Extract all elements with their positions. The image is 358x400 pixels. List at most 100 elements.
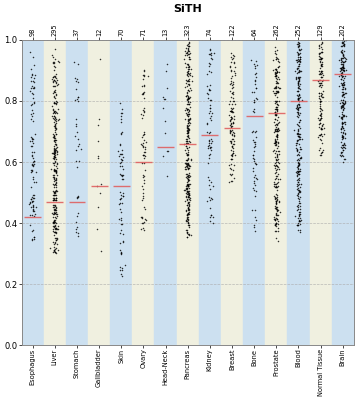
Point bbox=[139, 220, 145, 226]
Point bbox=[274, 197, 280, 204]
Point bbox=[185, 204, 191, 210]
Point bbox=[342, 127, 347, 134]
Point bbox=[50, 228, 56, 234]
Point bbox=[339, 145, 345, 152]
Point bbox=[52, 150, 58, 156]
Point bbox=[184, 72, 190, 78]
Point bbox=[297, 134, 303, 140]
Point bbox=[274, 194, 280, 201]
Point bbox=[273, 198, 279, 204]
Point bbox=[30, 140, 35, 146]
Point bbox=[294, 146, 300, 152]
Point bbox=[295, 74, 301, 80]
Point bbox=[318, 126, 323, 133]
Point bbox=[185, 151, 191, 157]
Point bbox=[295, 110, 301, 116]
Point bbox=[120, 166, 125, 173]
Point bbox=[141, 67, 147, 74]
Point bbox=[295, 184, 301, 191]
Point bbox=[316, 68, 321, 74]
Point bbox=[118, 192, 124, 198]
Point bbox=[30, 159, 36, 165]
Point bbox=[185, 63, 191, 70]
Point bbox=[187, 198, 192, 205]
Point bbox=[76, 98, 81, 104]
Point bbox=[51, 173, 57, 180]
Point bbox=[185, 166, 191, 172]
Point bbox=[339, 149, 345, 155]
Point bbox=[296, 79, 301, 85]
Point bbox=[52, 192, 57, 198]
Point bbox=[253, 74, 258, 81]
Point bbox=[51, 60, 57, 66]
Point bbox=[29, 90, 35, 96]
Point bbox=[185, 220, 191, 226]
Point bbox=[183, 187, 188, 193]
Point bbox=[50, 195, 56, 202]
Point bbox=[75, 193, 81, 199]
Point bbox=[274, 166, 280, 172]
Point bbox=[53, 108, 59, 115]
Point bbox=[272, 128, 278, 134]
Point bbox=[274, 68, 280, 75]
Point bbox=[185, 125, 191, 132]
Point bbox=[53, 147, 59, 154]
Point bbox=[274, 128, 280, 134]
Point bbox=[51, 172, 57, 178]
Point bbox=[164, 60, 170, 67]
Point bbox=[339, 50, 345, 56]
Point bbox=[50, 54, 56, 60]
Point bbox=[295, 158, 301, 165]
Point bbox=[297, 226, 303, 233]
Point bbox=[120, 176, 126, 183]
Point bbox=[185, 120, 190, 126]
Point bbox=[339, 138, 344, 145]
Point bbox=[184, 111, 190, 117]
Point bbox=[186, 111, 192, 117]
Point bbox=[185, 101, 191, 107]
Point bbox=[274, 163, 280, 170]
Point bbox=[342, 156, 348, 162]
Point bbox=[210, 183, 216, 190]
Point bbox=[32, 131, 38, 137]
Point bbox=[186, 192, 192, 198]
Point bbox=[141, 219, 147, 225]
Point bbox=[120, 147, 125, 153]
Point bbox=[52, 123, 58, 130]
Point bbox=[318, 150, 324, 157]
Point bbox=[185, 214, 191, 220]
Point bbox=[185, 127, 191, 133]
Point bbox=[74, 128, 80, 135]
Point bbox=[189, 73, 195, 79]
Point bbox=[30, 206, 36, 212]
Point bbox=[317, 65, 323, 71]
Point bbox=[272, 65, 277, 72]
Point bbox=[54, 110, 59, 117]
Point bbox=[185, 219, 190, 226]
Point bbox=[187, 120, 192, 127]
Point bbox=[338, 49, 344, 56]
Point bbox=[297, 209, 303, 215]
Point bbox=[343, 67, 348, 74]
Point bbox=[53, 224, 59, 231]
Point bbox=[340, 50, 345, 57]
Point bbox=[271, 140, 277, 146]
Point bbox=[296, 47, 301, 54]
Point bbox=[252, 81, 258, 87]
Point bbox=[51, 63, 57, 69]
Point bbox=[318, 109, 324, 116]
Point bbox=[271, 57, 276, 64]
Point bbox=[296, 152, 302, 158]
Point bbox=[295, 126, 301, 133]
Point bbox=[230, 90, 236, 97]
Point bbox=[274, 210, 279, 217]
Point bbox=[297, 217, 303, 224]
Point bbox=[342, 142, 348, 148]
Point bbox=[185, 77, 190, 84]
Point bbox=[272, 68, 278, 75]
Point bbox=[296, 92, 302, 98]
Point bbox=[274, 126, 280, 132]
Point bbox=[341, 68, 347, 74]
Point bbox=[54, 161, 59, 168]
Point bbox=[184, 216, 190, 222]
